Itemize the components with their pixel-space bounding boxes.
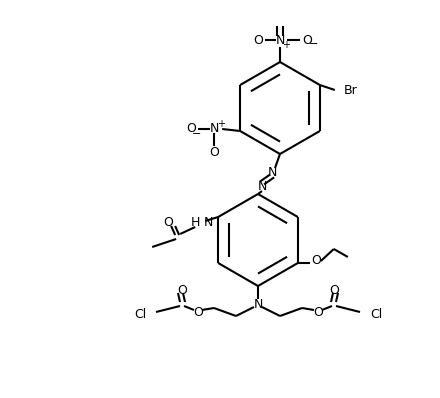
Text: O: O xyxy=(302,33,312,47)
Text: O: O xyxy=(311,254,321,267)
Text: −: − xyxy=(191,129,201,139)
Text: O: O xyxy=(329,283,339,297)
Text: −: − xyxy=(309,39,319,49)
Text: N: N xyxy=(204,217,213,230)
Text: O: O xyxy=(209,146,219,160)
Text: O: O xyxy=(177,283,187,297)
Text: +: + xyxy=(282,40,290,50)
Text: N: N xyxy=(209,123,219,135)
Text: Br: Br xyxy=(344,84,358,98)
Text: N: N xyxy=(257,181,267,193)
Text: O: O xyxy=(163,217,173,230)
Text: H: H xyxy=(191,217,200,230)
Text: Cl: Cl xyxy=(370,308,382,320)
Text: N: N xyxy=(275,33,285,47)
Text: O: O xyxy=(313,306,323,318)
Text: O: O xyxy=(186,123,196,135)
Text: Cl: Cl xyxy=(134,308,146,320)
Text: O: O xyxy=(253,33,263,47)
Text: +: + xyxy=(217,119,225,129)
Text: O: O xyxy=(193,306,203,318)
Text: N: N xyxy=(253,297,263,310)
Text: N: N xyxy=(268,166,277,178)
